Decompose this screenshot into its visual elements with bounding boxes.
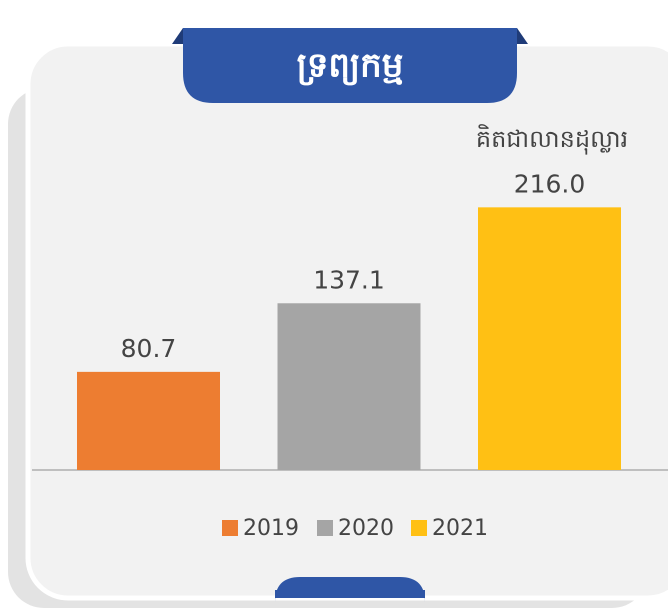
tab-corner [172,28,183,44]
bar [77,371,220,470]
bar [478,207,621,470]
legend-label: 2019 [243,516,299,541]
legend-label: 2021 [432,516,488,541]
title-tab [183,28,517,103]
bar [277,303,421,470]
chart-title: ទ្រព្យកម្ម [297,46,404,86]
tab-corner [517,28,528,44]
legend-swatch [222,520,238,536]
legend-swatch [411,520,427,536]
unit-label: គិតជាលានដុល្លារ [476,124,628,155]
legend-label: 2020 [338,516,394,541]
legend-swatch [317,520,333,536]
value-label: 80.7 [121,334,177,363]
bottom-tab [275,590,425,598]
value-label: 216.0 [514,169,586,198]
value-label: 137.1 [313,265,385,294]
